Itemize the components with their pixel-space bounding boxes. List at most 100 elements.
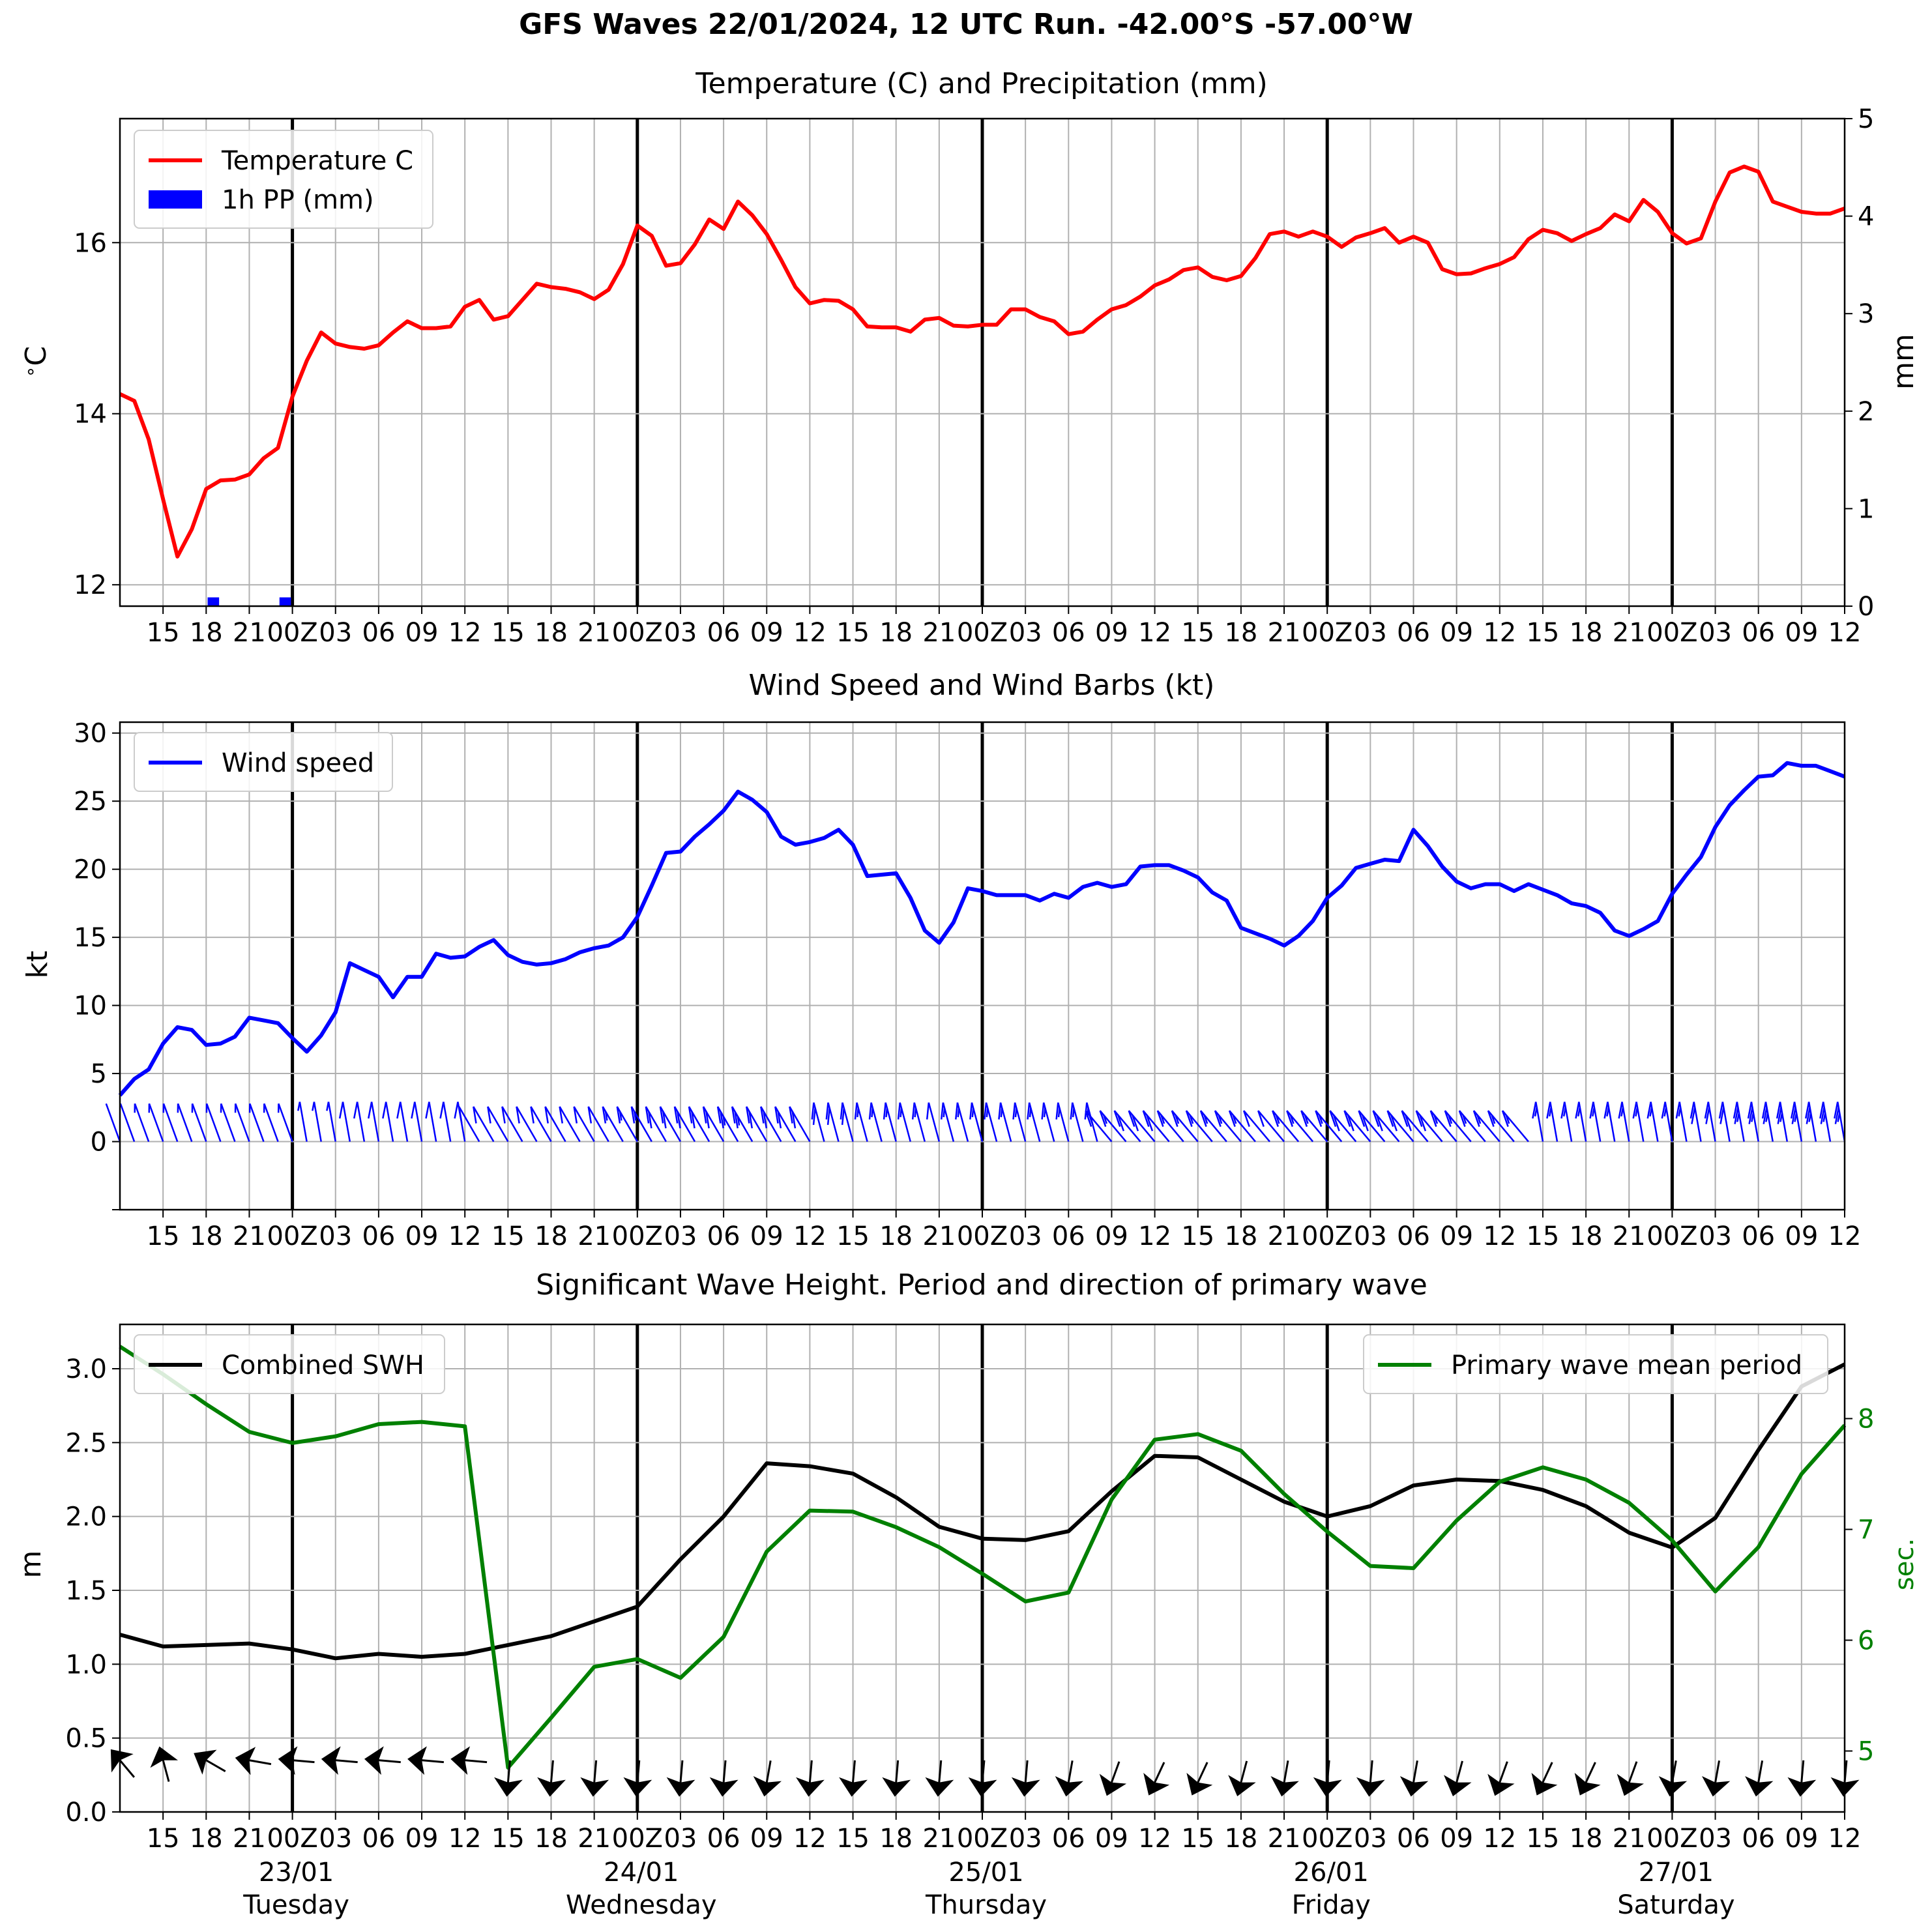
wave-direction-arrow — [321, 1746, 358, 1775]
wind-barb-flag — [1462, 1115, 1467, 1124]
wind-barb — [411, 1102, 423, 1142]
wind-barb-flag — [1041, 1102, 1045, 1120]
wind-barb-staff — [263, 1103, 279, 1142]
wind-barb-flag — [619, 1111, 622, 1121]
y-tick-label: 0 — [91, 1128, 107, 1158]
wind-barb — [1415, 1110, 1443, 1143]
wind-barb-flag — [1072, 1107, 1075, 1118]
y2-tick-label: 8 — [1858, 1405, 1874, 1435]
wind-barb-flag — [1203, 1115, 1208, 1124]
wind-barb-staff — [220, 1103, 236, 1142]
wind-barb-flag — [1720, 1107, 1725, 1124]
arrow-head — [494, 1777, 523, 1797]
wind-barb-flag — [1189, 1115, 1194, 1124]
arrow-shaft — [1626, 1761, 1638, 1787]
x-tick-label: 09 — [1095, 1824, 1128, 1854]
wind-barb-flag — [559, 1106, 564, 1124]
wind-barb-flag — [1577, 1107, 1581, 1117]
wind-barb-flag — [458, 1106, 463, 1124]
arrow-head — [407, 1746, 427, 1775]
wind-barb-staff — [1243, 1110, 1270, 1143]
wind-barb-flag — [1070, 1102, 1074, 1120]
wind-barb-flag — [1429, 1110, 1437, 1127]
wind-barb-flag — [731, 1106, 736, 1124]
wind-barb-flag — [1275, 1115, 1280, 1124]
x-tick-label: 18 — [879, 1824, 913, 1854]
arrow-shaft — [161, 1756, 170, 1782]
wind-barb-flag — [911, 1102, 915, 1120]
y-tick-label: 15 — [74, 923, 107, 953]
axes-frame — [119, 117, 1846, 607]
wave-direction-arrow — [194, 1749, 226, 1775]
wind-barb — [1532, 1102, 1544, 1142]
wind-barb — [1761, 1102, 1774, 1142]
arrow-head — [450, 1746, 471, 1775]
arrow-head — [968, 1777, 997, 1797]
wind-barb-flag — [425, 1102, 430, 1119]
arrow-head — [364, 1746, 384, 1775]
y2-tick-label: 2 — [1858, 397, 1874, 427]
wind-barb-staff — [559, 1106, 581, 1143]
wind-barb-flag — [789, 1106, 793, 1124]
x-tick-label: 03 — [664, 1824, 697, 1854]
wind-barb-flag — [1819, 1102, 1824, 1119]
y2-tick-label: 6 — [1858, 1626, 1874, 1656]
swh-line — [119, 1362, 1846, 1661]
x-tick-label: 00Z — [957, 1221, 1008, 1251]
wind-barb-staff — [119, 1103, 136, 1142]
panel2-title: Wind Speed and Wind Barbs (kt) — [749, 669, 1215, 702]
arrow-head — [537, 1777, 566, 1797]
legend-label: Combined SWH — [222, 1350, 424, 1380]
wind-barb — [1632, 1102, 1645, 1142]
wind-barb — [1228, 1110, 1256, 1143]
wind-barb-flag — [630, 1106, 636, 1124]
wind-barb-flag — [734, 1111, 739, 1129]
wave-direction-arrow — [537, 1760, 566, 1797]
wave-direction-arrow — [1399, 1760, 1429, 1797]
precip-bar — [279, 597, 291, 606]
wind-barb-flag — [1718, 1102, 1724, 1119]
day-weekday-label: Saturday — [1617, 1890, 1734, 1920]
wind-barb — [191, 1103, 207, 1142]
wind-barb-flag — [1678, 1107, 1682, 1117]
wave-direction-arrow — [1228, 1760, 1256, 1796]
arrow-head — [1745, 1775, 1774, 1797]
day-date-label: 23/01 — [259, 1858, 334, 1888]
wind-barb-flag — [1751, 1113, 1755, 1122]
panel1-y2label: mm — [1887, 334, 1920, 390]
wind-barb-flag — [998, 1102, 1002, 1120]
x-tick-label: 03 — [1699, 1221, 1732, 1251]
wind-barb-flag — [1822, 1113, 1826, 1122]
wind-barb-flag — [957, 1107, 960, 1118]
arrow-shaft — [636, 1760, 641, 1787]
wind-barb-staff — [473, 1106, 495, 1143]
arrow-shaft — [679, 1760, 684, 1787]
wind-barb-flag — [1748, 1107, 1753, 1124]
x-tick-label: 03 — [319, 1824, 352, 1854]
wind-barb-flag — [604, 1111, 608, 1121]
wind-barb — [368, 1102, 380, 1142]
arrow-shaft — [506, 1760, 511, 1787]
x-tick-label: 15 — [1181, 1221, 1214, 1251]
wind-barb-flag — [1146, 1115, 1154, 1131]
wind-barb — [1041, 1102, 1055, 1142]
axes-frame — [119, 1323, 1846, 1813]
arrow-shaft — [1540, 1762, 1553, 1787]
wind-barb-flag — [868, 1102, 872, 1120]
wind-barb-flag — [1218, 1115, 1223, 1124]
arrow-shaft — [1454, 1760, 1463, 1787]
x-tick-label: 12 — [1138, 618, 1171, 648]
wind-barb — [312, 1102, 322, 1142]
wind-barb-flag — [1834, 1107, 1839, 1124]
y-tick-label: 12 — [74, 570, 107, 600]
arrow-head — [150, 1746, 179, 1768]
x-tick-label: 21 — [1268, 618, 1301, 648]
wind-barb — [559, 1106, 581, 1143]
wind-barb-flag — [1448, 1115, 1453, 1124]
wind-barb — [1055, 1102, 1070, 1142]
y2-tick-label: 3 — [1858, 299, 1874, 329]
wind-barb-flag — [1487, 1110, 1495, 1127]
wind-barb — [134, 1103, 150, 1142]
